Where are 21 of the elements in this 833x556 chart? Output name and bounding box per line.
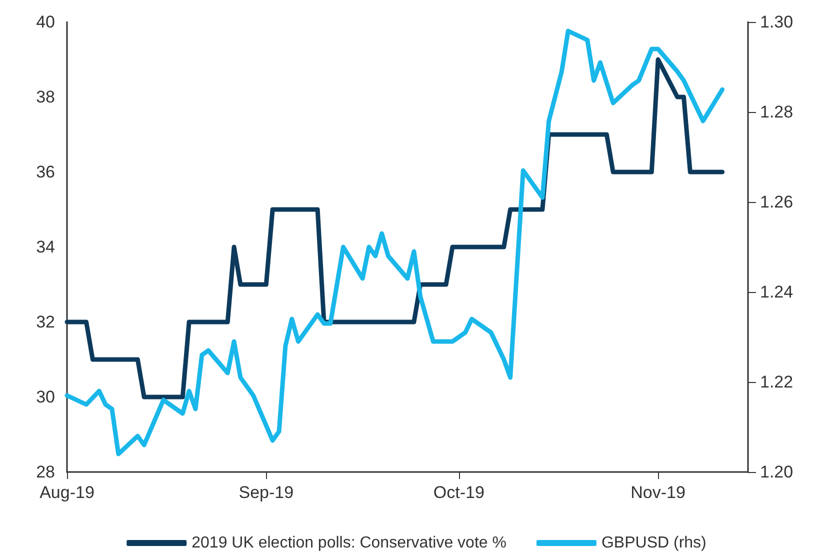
y2-tick-label: 1.24 bbox=[760, 282, 794, 302]
y-tick-label: 40 bbox=[36, 12, 55, 32]
x-tick-label: Oct-19 bbox=[433, 483, 484, 502]
line-series bbox=[64, 57, 725, 400]
y-tick-label: 36 bbox=[36, 162, 55, 182]
y2-tick-label: 1.30 bbox=[760, 12, 794, 32]
x-tick-label: Sep-19 bbox=[238, 483, 294, 502]
y-tick-label: 30 bbox=[36, 388, 55, 406]
legend-label: GBPUSD (rhs) bbox=[601, 534, 706, 552]
y2-tick-label: 1.22 bbox=[760, 372, 794, 392]
y-tick-label: 32 bbox=[36, 312, 55, 332]
x-tick-label: Aug-19 bbox=[40, 483, 94, 502]
y-tick-label: 34 bbox=[36, 238, 55, 256]
y2-tick-label: 1.28 bbox=[760, 102, 794, 122]
legend-label: 2019 UK election polls: Conservative vote % bbox=[192, 534, 506, 552]
line-series bbox=[64, 28, 725, 456]
y2-tick-label: 1.20 bbox=[760, 462, 794, 482]
y-tick-label: 38 bbox=[36, 88, 55, 106]
x-tick-label: Nov-19 bbox=[630, 483, 686, 502]
y-tick-label: 28 bbox=[36, 462, 55, 482]
y2-tick-label: 1.26 bbox=[760, 192, 794, 212]
